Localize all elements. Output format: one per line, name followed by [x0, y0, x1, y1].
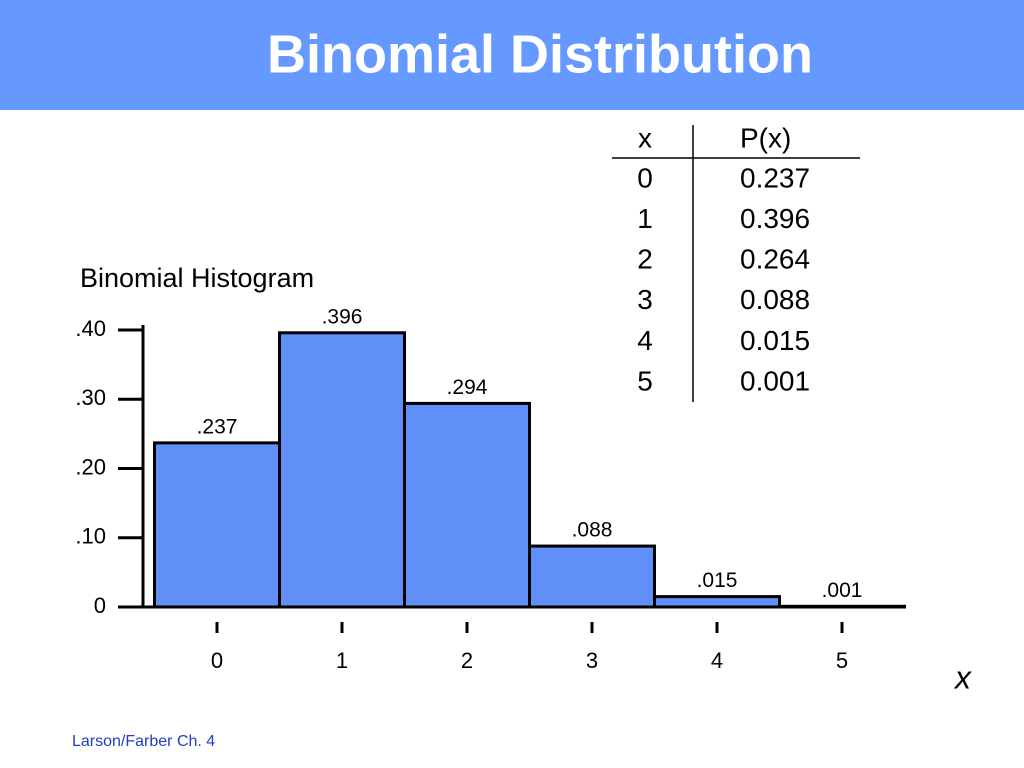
x-tick-label: 5 — [836, 648, 848, 673]
bar — [153, 441, 281, 609]
value-label: .396 — [322, 305, 363, 328]
bar — [278, 331, 406, 609]
table-cell: 3 — [637, 284, 653, 315]
value-label: .237 — [197, 415, 238, 438]
table-cell: 0.015 — [740, 325, 810, 356]
value-label: .088 — [572, 519, 613, 542]
y-tick-label: .20 — [75, 454, 106, 479]
x-tick-label: 4 — [711, 648, 723, 673]
table-cell: 0.001 — [740, 365, 810, 396]
table-cell: 5 — [637, 365, 653, 396]
table-header: P(x) — [740, 122, 791, 153]
bar — [778, 604, 906, 609]
y-tick-label: 0 — [94, 593, 106, 618]
footer: Larson/Farber Ch. 4 — [72, 733, 215, 750]
slide-title: Binomial Distribution — [267, 24, 813, 84]
value-label: .015 — [697, 569, 738, 592]
x-tick-label: 2 — [461, 648, 473, 673]
table-cell: 2 — [637, 244, 653, 275]
bar — [528, 544, 656, 609]
table-cell: 0.237 — [740, 162, 810, 193]
bar — [403, 401, 531, 609]
table-cell: 4 — [637, 325, 653, 356]
table-header: x — [638, 122, 652, 153]
x-axis-label: x — [953, 659, 972, 695]
table-cell: 0.264 — [740, 244, 810, 275]
bar — [653, 595, 781, 609]
table-cell: 0.088 — [740, 284, 810, 315]
title-band — [0, 0, 1024, 110]
y-tick-label: .10 — [75, 524, 106, 549]
y-tick-label: .30 — [75, 385, 106, 410]
table-cell: 0 — [637, 162, 653, 193]
chart-title: Binomial Histogram — [80, 263, 314, 293]
value-label: .001 — [822, 579, 863, 602]
table-cell: 1 — [637, 203, 653, 234]
table-cell: 0.396 — [740, 203, 810, 234]
value-label: .294 — [447, 376, 488, 399]
y-tick-label: .40 — [75, 316, 106, 341]
x-tick-label: 3 — [586, 648, 598, 673]
x-tick-label: 1 — [336, 648, 348, 673]
x-tick-label: 0 — [211, 648, 223, 673]
